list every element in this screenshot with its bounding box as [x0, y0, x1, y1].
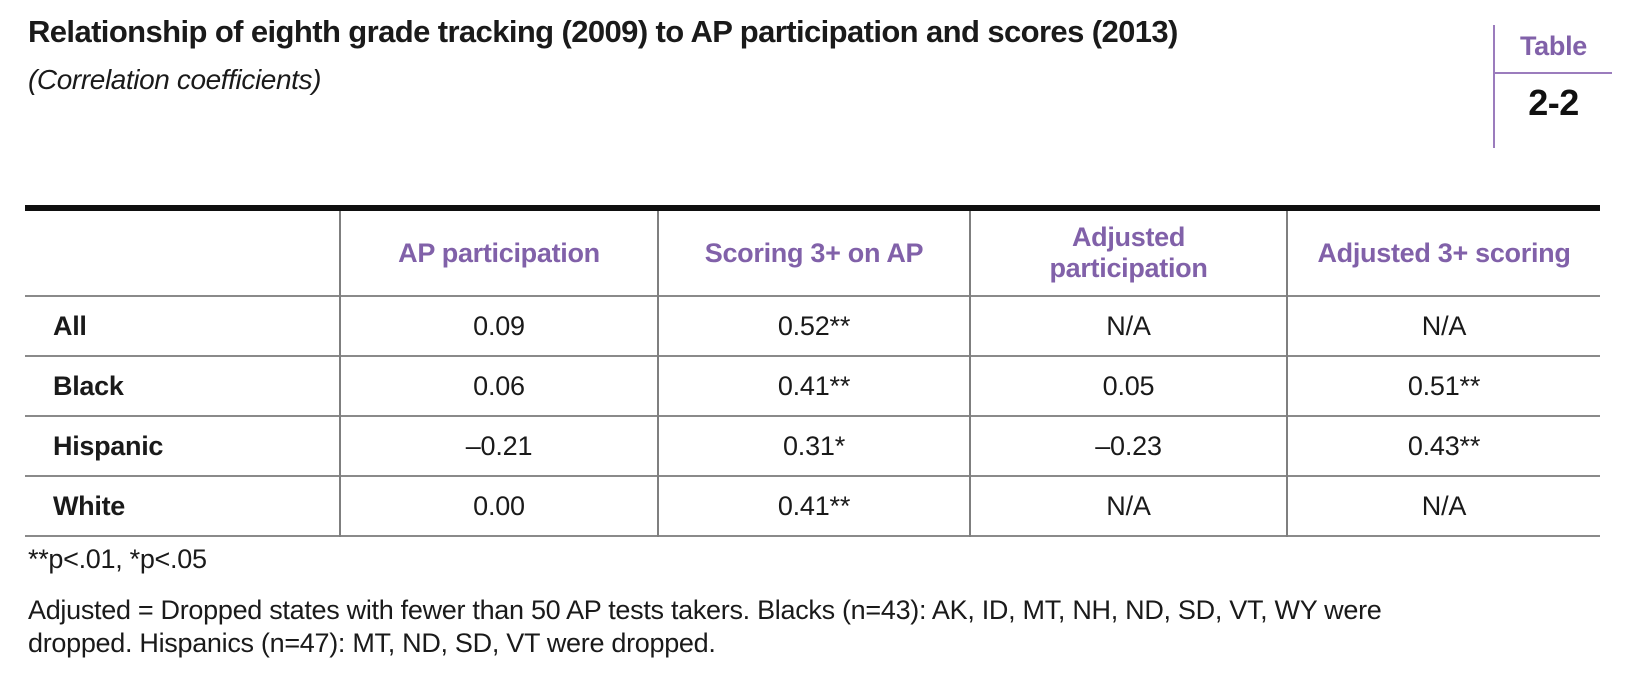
- cell-value: 0.31*: [657, 416, 970, 476]
- column-header-adjusted-3plus-scoring: Adjusted 3+ scoring: [1286, 208, 1600, 296]
- row-label-white: White: [53, 490, 125, 521]
- table-header-row: AP participation Scoring 3+ on AP Adjust…: [25, 208, 1600, 296]
- significance-footnote: **p<.01, *p<.05: [28, 544, 207, 574]
- correlation-table: AP participation Scoring 3+ on AP Adjust…: [25, 205, 1600, 537]
- row-label-black: Black: [53, 370, 124, 401]
- table-row: Black 0.06 0.41** 0.05 0.51**: [25, 356, 1600, 416]
- cell-value: –0.21: [339, 416, 658, 476]
- cell-value: 0.41**: [657, 476, 970, 536]
- cell-value: N/A: [1286, 476, 1600, 536]
- cell-value: –0.23: [969, 416, 1287, 476]
- table-row: All 0.09 0.52** N/A N/A: [25, 296, 1600, 356]
- table-number-badge: Table 2-2: [1493, 25, 1612, 148]
- cell-value: 0.52**: [657, 296, 970, 356]
- column-header-empty: [25, 208, 340, 296]
- adjusted-footnote: Adjusted = Dropped states with fewer tha…: [28, 595, 1382, 658]
- table-row: White 0.00 0.41** N/A N/A: [25, 476, 1600, 536]
- cell-value: 0.06: [339, 356, 658, 416]
- row-label-all: All: [53, 310, 87, 341]
- table-badge-label: Table: [1495, 25, 1612, 74]
- cell-value: 0.09: [339, 296, 658, 356]
- page-subtitle: (Correlation coefficients): [28, 64, 322, 95]
- cell-value: 0.43**: [1286, 416, 1600, 476]
- table-badge-number: 2-2: [1528, 82, 1579, 123]
- cell-value: 0.00: [339, 476, 658, 536]
- cell-value: 0.05: [969, 356, 1287, 416]
- column-header-scoring-3plus: Scoring 3+ on AP: [657, 208, 970, 296]
- cell-value: N/A: [1286, 296, 1600, 356]
- row-label-hispanic: Hispanic: [53, 430, 164, 461]
- column-header-adjusted-participation: Adjusted participation: [969, 208, 1287, 296]
- cell-value: 0.51**: [1286, 356, 1600, 416]
- column-header-ap-participation: AP participation: [339, 208, 658, 296]
- table-row: Hispanic –0.21 0.31* –0.23 0.43**: [25, 416, 1600, 476]
- page-title: Relationship of eighth grade tracking (2…: [28, 14, 1178, 49]
- cell-value: N/A: [969, 476, 1287, 536]
- cell-value: 0.41**: [657, 356, 970, 416]
- cell-value: N/A: [969, 296, 1287, 356]
